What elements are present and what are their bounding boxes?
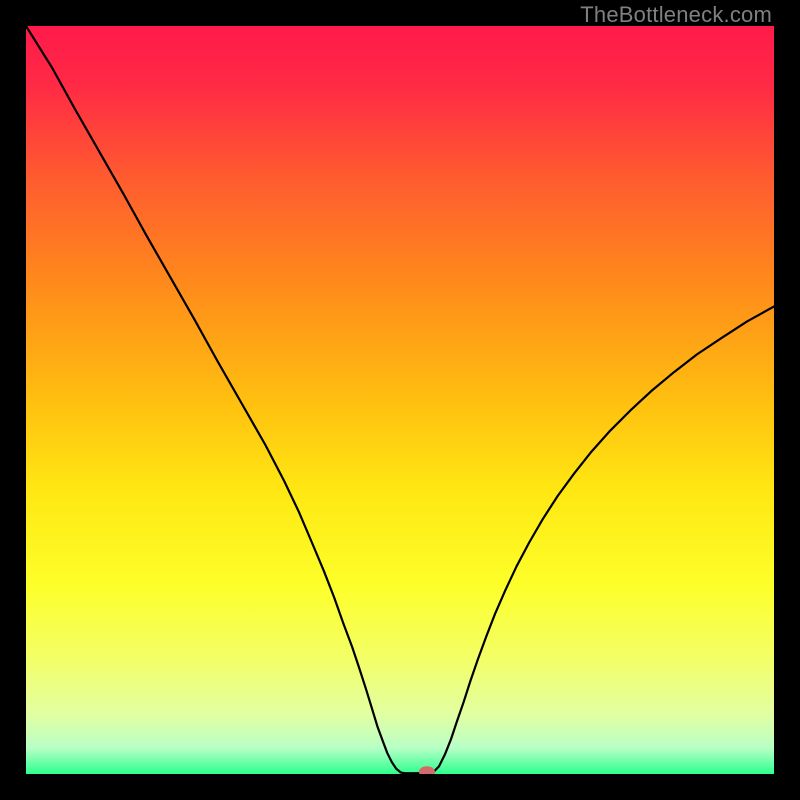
watermark-text: TheBottleneck.com xyxy=(580,2,772,28)
chart-background xyxy=(26,26,774,774)
chart-svg xyxy=(26,26,774,774)
plot-area xyxy=(26,26,774,774)
chart-frame: TheBottleneck.com xyxy=(0,0,800,800)
